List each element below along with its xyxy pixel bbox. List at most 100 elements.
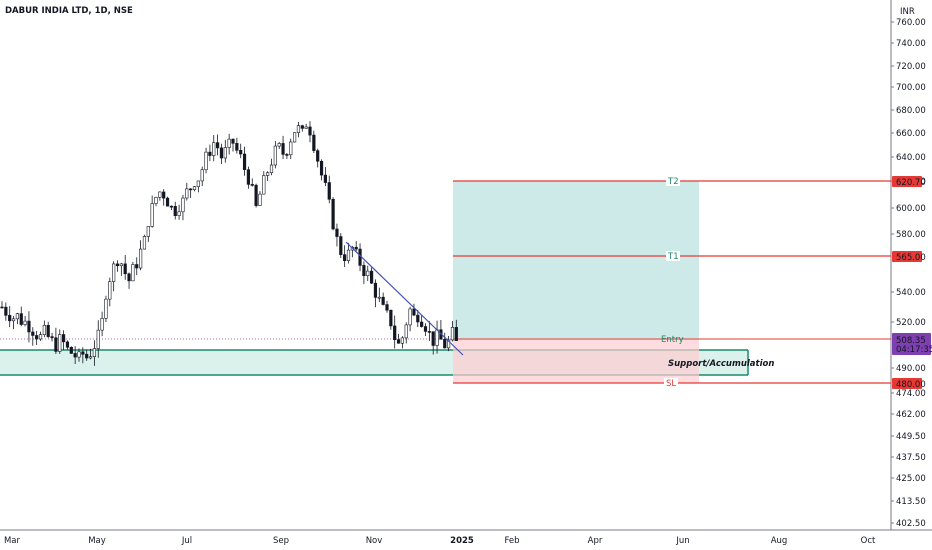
price-tick-label: 449.50 (896, 432, 926, 442)
candle-body (154, 196, 158, 204)
candle-body (285, 154, 289, 156)
candle-body (135, 264, 139, 269)
price-tick-label: 720.00 (896, 62, 926, 72)
chart-title: DABUR INDIA LTD, 1D, NSE (5, 6, 133, 16)
candle-body (266, 172, 270, 176)
candle-body (162, 191, 166, 199)
candle-body (269, 164, 274, 174)
candle-body (381, 296, 385, 305)
candle-body (189, 188, 193, 191)
candle-body (192, 186, 197, 190)
candle-body (277, 143, 281, 147)
candle-body (131, 264, 135, 282)
candle-body (23, 320, 27, 325)
price-tick-label: 402.50 (896, 519, 926, 529)
candle-body (289, 141, 293, 156)
candle-body (139, 248, 143, 269)
candle-body (212, 142, 216, 156)
candle-body (112, 263, 116, 282)
candle-body (169, 205, 174, 208)
candle-body (296, 125, 301, 133)
stop-zone[interactable] (453, 339, 699, 383)
candle-body (216, 142, 220, 149)
candle-body (115, 263, 120, 267)
candle-body (146, 226, 150, 237)
price-tick-label: 413.50 (896, 497, 926, 507)
candle-body (435, 329, 439, 346)
candle-body (100, 317, 104, 331)
candle-body (323, 174, 328, 183)
candlestick-series[interactable] (0, 121, 458, 366)
candle-body (123, 263, 127, 275)
t2-label: T2 (667, 177, 679, 187)
candle-body (292, 132, 297, 143)
candle-body (173, 206, 177, 216)
time-tick-label: Jul (181, 536, 192, 546)
candle-body (108, 281, 112, 300)
price-tick-label: 425.00 (896, 474, 926, 484)
downtrend-line[interactable] (345, 241, 464, 356)
candle-body (308, 126, 312, 136)
candle-body (431, 331, 435, 346)
support-label: Support/Accumulation (668, 359, 774, 369)
candle-body (119, 263, 123, 267)
bar-countdown: 04:17:35 (896, 345, 932, 355)
currency-label[interactable]: INR (900, 7, 915, 17)
time-tick-label: Feb (504, 536, 519, 546)
candle-body (423, 326, 428, 332)
sl-label-bg (664, 378, 678, 388)
candle-body (416, 314, 420, 323)
candle-body (319, 160, 324, 176)
candle-body (65, 341, 70, 348)
candle-body (204, 151, 208, 171)
candle-body (231, 138, 235, 144)
candle-body (331, 198, 335, 230)
candle-body (408, 308, 412, 326)
candle-body (246, 169, 251, 185)
candle-body (362, 265, 366, 277)
candle-body (35, 335, 39, 340)
candle-body (54, 337, 58, 352)
candle-body (393, 325, 397, 340)
price-tick-label: 520.00 (896, 318, 926, 328)
sl-price: 480.00 (896, 380, 926, 390)
candle-body (219, 147, 224, 159)
candle-body (0, 306, 4, 309)
candle-body (281, 143, 285, 155)
candle-body (239, 150, 243, 155)
candle-body (27, 320, 31, 333)
price-tick-label: 760.00 (896, 18, 926, 28)
candle-body (300, 125, 304, 129)
candle-body (8, 315, 12, 322)
candle-body (42, 324, 46, 335)
last-price-badge (892, 333, 931, 355)
candle-body (354, 246, 358, 250)
candle-body (165, 197, 170, 207)
time-tick-label: Mar (4, 536, 21, 546)
candle-body (61, 334, 66, 343)
candle-body (46, 324, 50, 337)
time-tick-label: Nov (366, 536, 383, 546)
price-axis[interactable] (891, 0, 932, 550)
candle-body (158, 191, 162, 198)
time-tick-label: Sep (273, 536, 289, 546)
candle-body (73, 353, 77, 358)
candle-body (85, 353, 89, 359)
candle-body (181, 197, 185, 213)
candle-body (185, 188, 189, 199)
t2-price-badge (892, 176, 922, 187)
candle-body (420, 321, 424, 327)
price-tick-label: 437.50 (896, 453, 926, 463)
candle-body (227, 138, 231, 148)
price-tick-label: 600.00 (896, 204, 926, 214)
candle-body (273, 145, 277, 166)
candle-body (4, 306, 8, 316)
candle-body (242, 153, 247, 170)
candle-body (327, 182, 331, 200)
t1-label: T1 (667, 252, 679, 262)
candle-body (177, 211, 181, 216)
candle-body (254, 184, 258, 206)
candle-body (50, 336, 54, 339)
target-zone[interactable] (453, 181, 699, 339)
